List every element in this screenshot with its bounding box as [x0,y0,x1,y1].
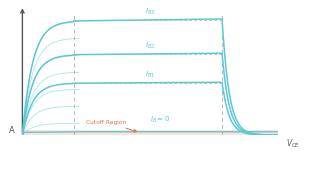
Text: ⚡: ⚡ [280,153,290,167]
Text: $V_{CE}$: $V_{CE}$ [286,138,300,150]
Text: $I_B = 0$: $I_B = 0$ [150,114,171,125]
Text: A: A [9,126,15,135]
Bar [22,130,278,135]
Text: Operating Regions of BJTs: Operating Regions of BJTs [10,155,163,165]
Text: $I_{B3}$: $I_{B3}$ [145,7,156,17]
Text: $I_{B1}$: $I_{B1}$ [145,70,156,80]
Text: ⚡: ⚡ [293,23,301,33]
Text: $I_{B2}$: $I_{B2}$ [145,41,156,51]
Text: Cutoff Region: Cutoff Region [86,120,136,132]
